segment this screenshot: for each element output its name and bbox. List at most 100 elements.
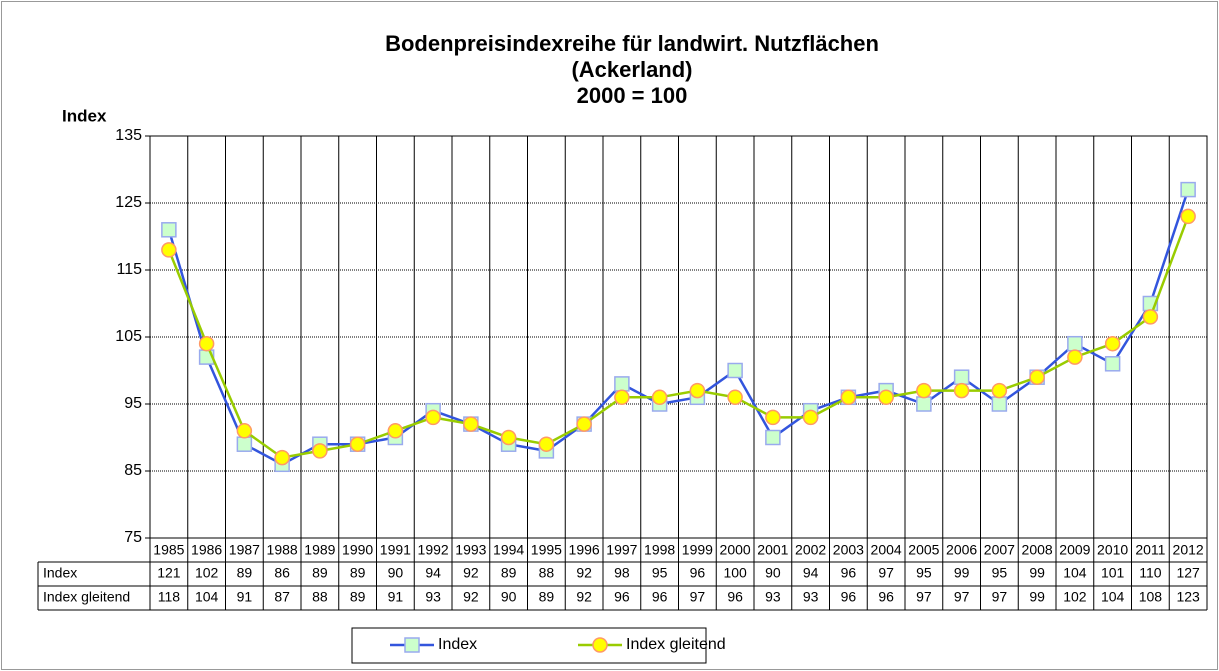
table-value: 91 [388, 589, 404, 605]
marker [538, 436, 555, 452]
marker [312, 443, 328, 459]
table-value: 99 [954, 565, 970, 581]
marker [236, 423, 253, 439]
x-tick-label: 2004 [871, 542, 902, 558]
series-line [167, 215, 1190, 459]
x-tick-label: 2007 [984, 542, 1015, 558]
x-tick-label: 2005 [908, 542, 939, 558]
y-tick-label: 85 [124, 462, 142, 479]
table-value: 96 [614, 589, 630, 605]
table-value: 123 [1176, 589, 1200, 605]
marker [953, 382, 970, 399]
table-value: 108 [1139, 589, 1163, 605]
x-tick-label: 2002 [795, 542, 826, 558]
x-tick-label: 1997 [606, 542, 637, 558]
x-tick-label: 1998 [644, 542, 675, 558]
x-tick-label: 2009 [1059, 542, 1090, 558]
x-tick-label: 2011 [1135, 542, 1165, 558]
y-axis-label: Index [62, 106, 107, 125]
table-value: 88 [539, 565, 555, 581]
x-tick-label: 1985 [153, 542, 184, 558]
table-value: 96 [841, 565, 857, 581]
table-value: 87 [274, 589, 290, 605]
table-value: 98 [614, 565, 630, 581]
table-value: 95 [652, 565, 668, 581]
table-value: 97 [878, 565, 894, 581]
table-value: 89 [350, 565, 366, 581]
table-value: 95 [916, 565, 932, 581]
marker [802, 409, 819, 426]
marker [614, 389, 630, 406]
marker [878, 389, 894, 406]
marker [727, 362, 743, 379]
marker [953, 369, 970, 385]
marker [425, 409, 441, 426]
table-value: 92 [576, 589, 592, 605]
chart-title: (Ackerland) [571, 57, 692, 82]
table-value: 94 [425, 565, 441, 581]
table-value: 89 [501, 565, 517, 581]
y-tick-label: 115 [116, 261, 142, 278]
table-value: 121 [157, 565, 181, 581]
marker [916, 396, 932, 412]
x-tick-label: 1991 [380, 542, 411, 558]
marker [1067, 335, 1083, 352]
x-tick-label: 1988 [267, 542, 298, 558]
table-value: 96 [690, 565, 706, 581]
table-value: 96 [652, 589, 668, 605]
table-value: 90 [765, 565, 781, 581]
table-value: 97 [916, 589, 932, 605]
legend-marker [404, 637, 420, 653]
table-value: 94 [803, 565, 819, 581]
table-value: 89 [350, 589, 366, 605]
table-value: 93 [803, 589, 819, 605]
table-value: 96 [841, 589, 857, 605]
marker [1104, 335, 1121, 352]
y-tick-label: 105 [115, 328, 142, 345]
table-value: 88 [312, 589, 328, 605]
x-tick-label: 2010 [1097, 542, 1128, 558]
table-value: 102 [195, 565, 219, 581]
marker [651, 389, 668, 406]
table-value: 102 [1063, 589, 1087, 605]
table-value: 97 [954, 589, 970, 605]
table-row-label: Index [43, 565, 77, 581]
table-value: 89 [312, 565, 328, 581]
table-value: 93 [425, 589, 441, 605]
marker [727, 389, 743, 406]
x-tick-label: 2000 [720, 542, 751, 558]
marker [387, 423, 404, 439]
y-tick-label: 135 [115, 127, 142, 144]
table-value: 101 [1101, 565, 1125, 581]
table-value: 96 [878, 589, 894, 605]
table-value: 90 [388, 565, 404, 581]
y-tick-label: 125 [115, 194, 142, 211]
table-value: 93 [765, 589, 781, 605]
table-value: 86 [274, 565, 290, 581]
table-value: 99 [1029, 589, 1045, 605]
marker [689, 382, 706, 399]
y-tick-label: 95 [124, 395, 142, 412]
table-value: 99 [1029, 565, 1045, 581]
marker [1029, 369, 1045, 385]
x-tick-label: 2012 [1173, 542, 1204, 558]
table-value: 95 [992, 565, 1008, 581]
table-value: 97 [690, 589, 706, 605]
x-tick-label: 1993 [455, 542, 486, 558]
chart-title: 2000 = 100 [577, 83, 688, 108]
marker [1104, 356, 1121, 372]
marker [161, 242, 177, 258]
x-tick-label: 1989 [304, 542, 335, 558]
x-tick-label: 2001 [757, 542, 788, 558]
x-tick-label: 2008 [1022, 542, 1053, 558]
marker [1180, 181, 1196, 198]
x-tick-label: 2003 [833, 542, 864, 558]
marker [1142, 309, 1159, 325]
table-value: 104 [1101, 589, 1125, 605]
x-tick-label: 1995 [531, 542, 562, 558]
table-value: 92 [576, 565, 592, 581]
marker [991, 396, 1008, 412]
table-value: 97 [992, 589, 1008, 605]
table-value: 104 [1063, 565, 1087, 581]
